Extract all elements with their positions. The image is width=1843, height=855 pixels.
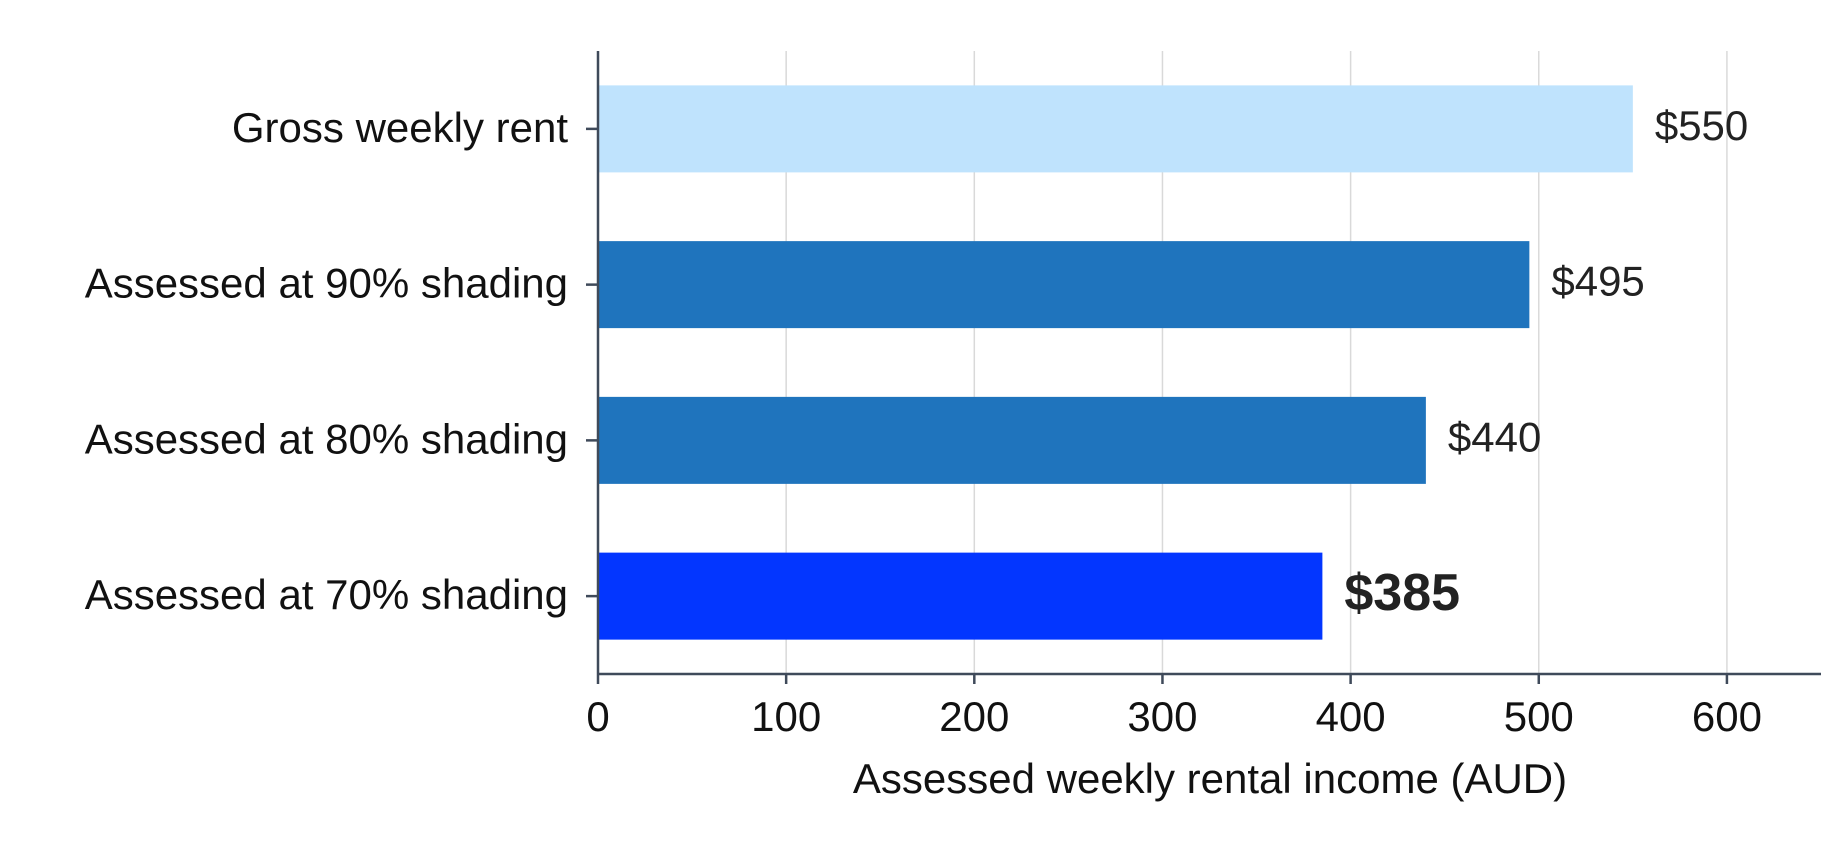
x-tick-label: 200: [939, 693, 1009, 740]
y-tick-label: Assessed at 70% shading: [85, 571, 568, 618]
y-tick-label: Assessed at 90% shading: [85, 260, 568, 307]
x-tick-label: 100: [751, 693, 821, 740]
x-tick-label: 500: [1504, 693, 1574, 740]
bar: [598, 396, 1426, 484]
y-tick-label: Gross weekly rent: [232, 104, 568, 151]
value-label: $550: [1655, 102, 1748, 149]
bar: [598, 552, 1323, 640]
x-tick-label: 0: [586, 693, 609, 740]
value-label: $385: [1344, 564, 1460, 622]
value-label: $440: [1448, 413, 1541, 460]
x-tick-label: 600: [1692, 693, 1762, 740]
x-axis-title: Assessed weekly rental income (AUD): [853, 755, 1567, 802]
x-tick-label: 400: [1316, 693, 1386, 740]
bar: [598, 85, 1633, 173]
value-label: $495: [1551, 258, 1644, 305]
y-tick-label: Assessed at 80% shading: [85, 415, 568, 462]
bar: [598, 241, 1530, 329]
x-tick-label: 300: [1127, 693, 1197, 740]
